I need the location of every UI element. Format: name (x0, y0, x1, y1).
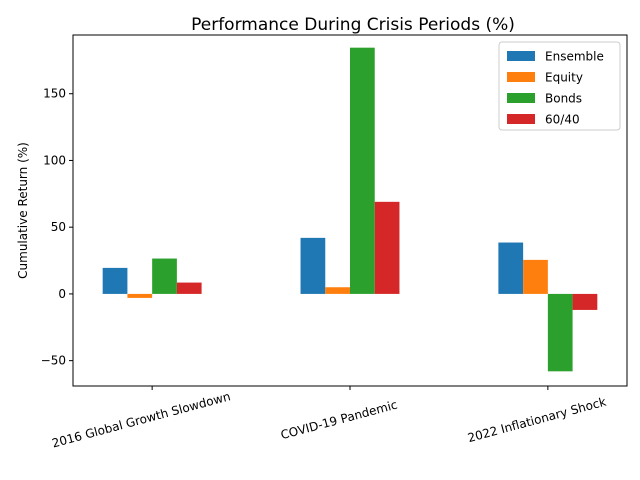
bar-ensemble-2 (498, 242, 524, 294)
legend-swatch (507, 72, 535, 82)
y-tick-label: −50 (41, 354, 66, 368)
legend-label: Ensemble (545, 50, 604, 64)
y-tick-label: 50 (51, 220, 66, 234)
y-axis: −50 0 50 100 150 (41, 87, 73, 368)
legend-label: 60/40 (545, 113, 580, 127)
legend-label: Equity (545, 71, 583, 85)
x-tick-label: 2022 Inflationary Shock (466, 395, 608, 445)
x-axis: 2016 Global Growth Slowdown COVID-19 Pand… (50, 386, 608, 450)
legend-label: Bonds (545, 92, 582, 106)
y-tick-label: 100 (43, 153, 66, 167)
bars (102, 47, 598, 372)
legend-box (498, 41, 621, 131)
bar-equity-0 (127, 293, 153, 298)
legend-swatch (507, 114, 535, 124)
bar-ensemble-1 (300, 237, 326, 294)
bar-60-40-0 (176, 282, 202, 294)
bar-ensemble-0 (102, 267, 128, 294)
bar-bonds-1 (350, 47, 375, 294)
y-tick-label: 150 (43, 87, 66, 101)
bar-60-40-2 (572, 293, 598, 310)
bar-60-40-1 (374, 201, 400, 294)
y-axis-label: Cumulative Return (%) (16, 142, 30, 279)
legend: Ensemble Equity Bonds 60/40 (498, 41, 621, 131)
x-tick-label: COVID-19 Pandemic (279, 398, 399, 443)
bar-equity-1 (325, 287, 350, 294)
legend-swatch (507, 51, 535, 61)
x-tick-label: 2016 Global Growth Slowdown (50, 389, 232, 450)
y-tick-label: 0 (58, 287, 66, 301)
bar-equity-2 (523, 259, 548, 294)
bar-bonds-2 (547, 293, 573, 372)
legend-swatch (507, 93, 535, 103)
chart-title: Performance During Crisis Periods (%) (191, 15, 515, 35)
bar-bonds-0 (152, 258, 177, 294)
